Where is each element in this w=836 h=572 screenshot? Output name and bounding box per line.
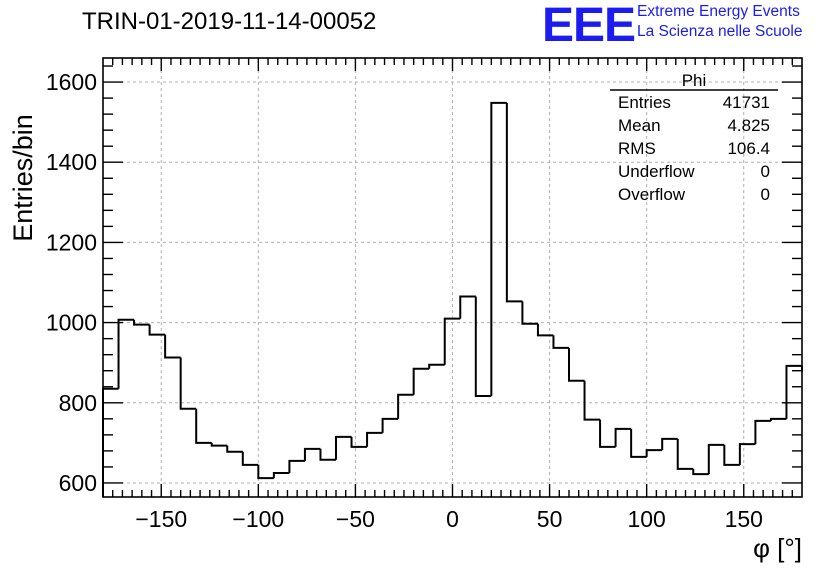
eee-logo: EEE xyxy=(542,0,636,52)
y-tick-label: 600 xyxy=(59,470,97,496)
axis-tick-labels: −150 −100 −50 0 50 100 150 600 800 1000 1200 1400 16… xyxy=(46,69,763,532)
histogram-bin xyxy=(490,101,507,396)
histogram-bin xyxy=(552,335,569,349)
y-tick-label: 800 xyxy=(59,390,97,416)
histogram-bin xyxy=(645,449,663,457)
chart-title: TRIN-01-2019-11-14-00052 xyxy=(82,8,377,35)
histogram-bin xyxy=(692,468,709,476)
stat-label-overflow: Overflow xyxy=(618,185,686,204)
histogram-bin xyxy=(630,428,647,458)
histogram-bin xyxy=(366,431,383,447)
histogram-bin xyxy=(428,363,445,369)
stats-box-title: Phi xyxy=(681,71,707,90)
y-axis-label: Entries/bin xyxy=(8,114,38,242)
histogram-bin xyxy=(148,324,166,336)
x-axis-label: φ [°] xyxy=(753,533,802,563)
stat-label-rms: RMS xyxy=(618,139,656,158)
histogram-bin xyxy=(536,323,554,337)
grid-lines xyxy=(103,58,802,497)
histogram-bin xyxy=(133,319,150,326)
histogram-bin xyxy=(210,442,228,447)
histogram-bin xyxy=(474,296,492,397)
histogram-bin xyxy=(676,438,694,470)
x-tick-label: 150 xyxy=(725,506,763,532)
histogram-bin xyxy=(707,443,725,475)
y-tick-label: 1400 xyxy=(46,149,97,175)
histogram-bin xyxy=(754,419,771,445)
histogram-bin xyxy=(661,437,678,451)
stat-value-entries: 41731 xyxy=(722,93,770,112)
histogram-bin xyxy=(241,451,259,466)
histogram-bin xyxy=(164,334,181,359)
histogram-bin xyxy=(397,393,414,419)
histogram-bin xyxy=(335,435,352,460)
x-tick-label: 100 xyxy=(627,506,665,532)
stat-label-entries: Entries xyxy=(618,93,671,112)
histogram-bin xyxy=(319,448,336,461)
histogram-bin xyxy=(350,436,368,448)
histogram-bin xyxy=(443,317,461,365)
x-tick-label: −50 xyxy=(336,506,375,532)
histogram-bin xyxy=(257,464,274,480)
histogram-bin xyxy=(785,364,802,419)
histogram-bin xyxy=(102,387,119,497)
histogram-bin xyxy=(769,417,787,421)
stat-value-overflow: 0 xyxy=(760,185,770,204)
histogram-bin xyxy=(195,408,212,444)
logo-line-2: La Scienza nelle Scuole xyxy=(637,23,803,40)
stat-label-underflow: Underflow xyxy=(618,162,695,181)
y-tick-label: 1000 xyxy=(46,310,97,336)
histogram-bin xyxy=(568,347,585,382)
axis-ticks xyxy=(103,58,802,497)
histogram-bin xyxy=(723,444,740,466)
histogram-bin xyxy=(117,318,135,389)
y-tick-label: 1200 xyxy=(46,229,97,255)
histogram-bin xyxy=(738,443,756,465)
x-tick-label: −150 xyxy=(135,506,187,532)
stat-value-mean: 4.825 xyxy=(727,116,770,135)
histogram-bin xyxy=(521,301,538,325)
histogram-bin xyxy=(412,367,430,395)
histogram-bin xyxy=(272,471,290,479)
x-tick-label: −100 xyxy=(232,506,284,532)
stat-value-rms: 106.4 xyxy=(727,139,770,158)
histogram-bin xyxy=(459,295,476,319)
logo-line-1: Extreme Energy Events xyxy=(637,3,800,20)
histogram-bin xyxy=(303,447,321,461)
x-tick-label: 0 xyxy=(446,506,459,532)
histogram-bin xyxy=(381,417,399,433)
x-tick-label: 50 xyxy=(537,506,563,532)
histogram-series xyxy=(102,101,803,497)
histogram-bin xyxy=(599,419,616,448)
stat-value-underflow: 0 xyxy=(760,162,770,181)
histogram-bin xyxy=(614,427,632,447)
y-tick-label: 1600 xyxy=(46,69,97,95)
histogram-bin xyxy=(505,102,523,303)
stat-label-mean: Mean xyxy=(618,116,661,135)
histogram-bin xyxy=(583,380,601,421)
histogram-bin xyxy=(226,445,243,453)
histogram-bin xyxy=(179,357,197,410)
histogram-bin xyxy=(288,459,305,473)
